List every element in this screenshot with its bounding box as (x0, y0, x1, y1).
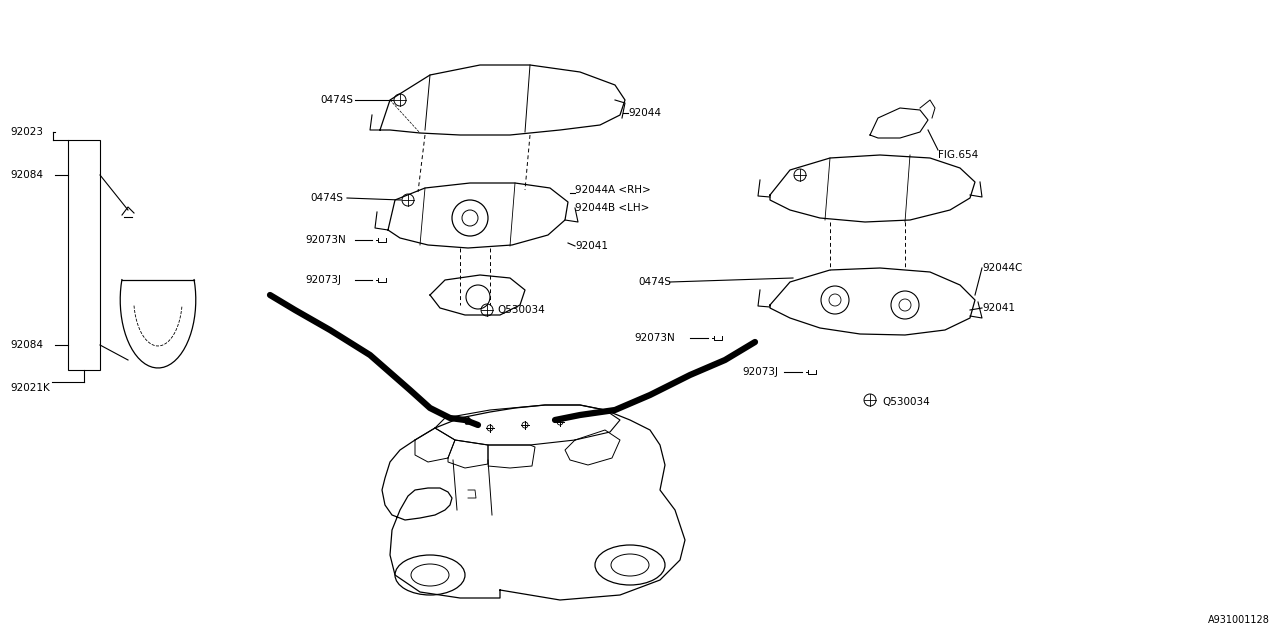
Text: 92084: 92084 (10, 170, 44, 180)
Text: 92073J: 92073J (742, 367, 778, 377)
Text: 92084: 92084 (10, 340, 44, 350)
Text: 92044A <RH>: 92044A <RH> (575, 185, 650, 195)
Text: 0474S: 0474S (320, 95, 353, 105)
Text: 0474S: 0474S (637, 277, 671, 287)
Text: 92073N: 92073N (634, 333, 675, 343)
Ellipse shape (595, 545, 666, 585)
Text: Q530034: Q530034 (497, 305, 545, 315)
Bar (68, 140, 100, 370)
Text: 92073J: 92073J (305, 275, 340, 285)
Text: 92041: 92041 (575, 241, 608, 251)
Text: 92073N: 92073N (305, 235, 346, 245)
Ellipse shape (396, 555, 465, 595)
Text: 92023: 92023 (10, 127, 44, 137)
Text: 92044B <LH>: 92044B <LH> (575, 203, 649, 213)
Text: 92041: 92041 (982, 303, 1015, 313)
Text: 92044C: 92044C (982, 263, 1023, 273)
Text: FIG.654: FIG.654 (938, 150, 978, 160)
Text: 0474S: 0474S (310, 193, 343, 203)
Text: A931001128: A931001128 (1208, 615, 1270, 625)
Text: 92044: 92044 (628, 108, 660, 118)
Text: 92021K: 92021K (10, 383, 50, 393)
Text: Q530034: Q530034 (882, 397, 929, 407)
